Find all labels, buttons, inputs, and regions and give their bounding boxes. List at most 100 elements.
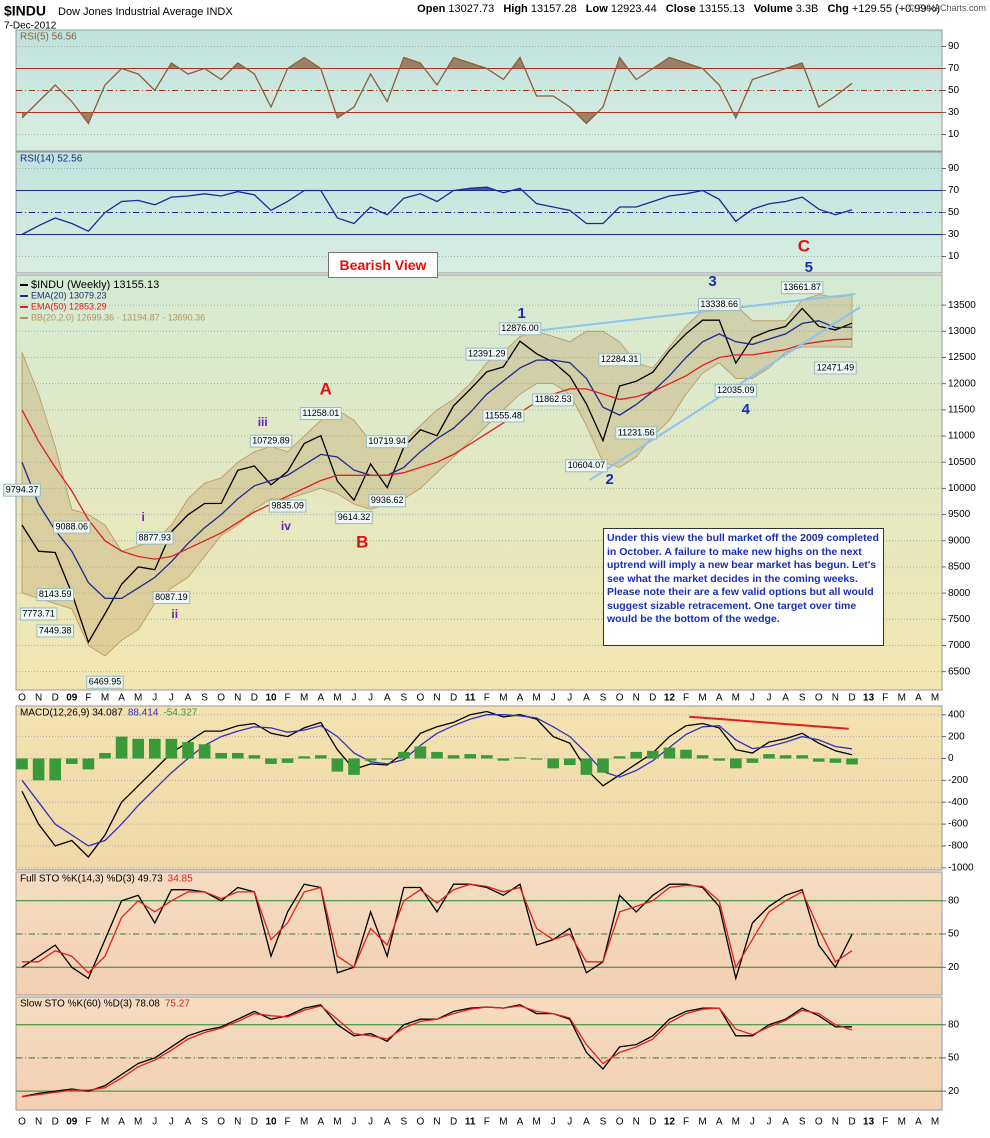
y-tick-label: -1000 (948, 862, 974, 873)
x-tick-label: J (551, 693, 556, 704)
y-tick-label: 10 (948, 129, 960, 140)
histogram-bar (729, 758, 742, 769)
histogram-bar (663, 747, 676, 759)
price-label-box (565, 459, 608, 473)
x-tick-label: M (333, 1117, 341, 1128)
histogram-bar (397, 751, 410, 759)
x-tick-label: A (185, 1117, 192, 1128)
price-label: 10719.94 (368, 436, 406, 446)
x-tick-label: A (782, 1117, 789, 1128)
histogram-bar (613, 756, 626, 759)
x-tick-label: O (417, 693, 425, 704)
x-tick-label: N (35, 1117, 42, 1128)
x-tick-label: 11 (465, 1117, 476, 1128)
x-tick-label: S (600, 1117, 607, 1128)
histogram-bar (796, 755, 809, 759)
quote-label: Volume (753, 3, 793, 15)
histogram-bar (16, 758, 28, 770)
price-label: 10729.89 (252, 436, 290, 446)
price-label: 12391.29 (468, 349, 506, 359)
y-tick-label: 400 (948, 709, 965, 720)
histogram-bar (364, 758, 377, 761)
histogram-bar (265, 758, 277, 764)
x-tick-label: A (384, 693, 391, 704)
x-tick-label: 09 (66, 1117, 78, 1128)
wave-label: B (356, 532, 368, 551)
histogram-bar (49, 758, 62, 781)
price-label: 8143.59 (39, 589, 72, 599)
price-label: 9835.09 (271, 500, 304, 510)
histogram-bar (597, 758, 609, 773)
histogram-bar (248, 755, 261, 759)
x-tick-label: 13 (863, 693, 875, 704)
x-tick-label: O (18, 693, 26, 704)
y-tick-label: 80 (948, 1019, 960, 1030)
x-tick-label: S (400, 1117, 407, 1128)
histogram-bar (165, 738, 178, 759)
instrument-name: Dow Jones Industrial Average INDX (58, 6, 233, 18)
histogram-bar (65, 758, 78, 764)
y-tick-label: -200 (948, 775, 968, 786)
legend-label: 34.85 (168, 874, 193, 885)
x-tick-label: O (217, 693, 225, 704)
legend-label: RSI(14) 52.56 (20, 154, 83, 165)
y-tick-label: 50 (948, 1053, 960, 1064)
x-tick-label: O (217, 1117, 225, 1128)
quote-value: 13155.13 (698, 3, 745, 15)
histogram-bar (298, 756, 311, 759)
x-tick-label: O (417, 1117, 425, 1128)
y-tick-label: 10 (948, 251, 960, 262)
price-label: 9936.62 (371, 495, 404, 505)
x-tick-label: J (567, 1117, 572, 1128)
price-label: 11862.53 (535, 394, 572, 404)
x-tick-label: M (698, 1117, 706, 1128)
histogram-bar (132, 738, 145, 759)
legend-label: RSI(5) 56.56 (20, 32, 77, 43)
y-tick-label: 70 (948, 185, 960, 196)
x-tick-label: J (750, 1117, 755, 1128)
x-tick-label: M (499, 693, 507, 704)
price-label-box (365, 435, 409, 449)
x-tick-label: S (600, 693, 607, 704)
x-tick-label: A (317, 693, 324, 704)
legend-label: Full STO %K(14,3) %D(3) 49.73 (20, 874, 163, 885)
price-label-box (36, 624, 74, 638)
histogram-bar (497, 758, 510, 761)
y-tick-label: 8000 (948, 588, 971, 599)
x-tick-label: M (532, 1117, 540, 1128)
x-tick-label: N (633, 693, 640, 704)
x-tick-label: M (134, 1117, 142, 1128)
wave-label: 5 (805, 259, 813, 276)
wave-label: 1 (517, 305, 525, 322)
histogram-bar (779, 755, 792, 759)
histogram-bar (381, 758, 394, 760)
x-tick-label: J (152, 1117, 157, 1128)
x-tick-label: M (333, 693, 341, 704)
x-tick-label: J (368, 1117, 373, 1128)
price-label-box (814, 361, 857, 375)
histogram-bar (680, 749, 692, 759)
x-tick-label: M (499, 1117, 507, 1128)
histogram-bar (82, 758, 95, 770)
legend-label: EMA(20) 13079.23 (31, 290, 107, 300)
x-tick-label: A (782, 693, 789, 704)
quote-value: +129.55 (+0.99%) (851, 3, 940, 15)
legend-label: EMA(50) 12853.29 (31, 301, 107, 311)
y-tick-label: 12000 (948, 378, 976, 389)
y-tick-label: 7000 (948, 640, 971, 651)
series-line (21, 1005, 853, 1098)
price-label-box (152, 591, 191, 605)
x-tick-label: 12 (664, 693, 676, 704)
x-tick-label: S (201, 693, 208, 704)
x-tick-label: F (85, 693, 91, 704)
x-tick-label: N (633, 1117, 640, 1128)
x-tick-label: N (433, 693, 440, 704)
x-tick-label: D (848, 1117, 855, 1128)
x-tick-label: J (767, 693, 772, 704)
x-tick-label: S (799, 1117, 806, 1128)
histogram-bar (696, 755, 709, 759)
x-tick-label: A (716, 693, 723, 704)
y-tick-label: -800 (948, 841, 968, 852)
histogram-bar (148, 738, 161, 759)
series-line (21, 338, 853, 560)
